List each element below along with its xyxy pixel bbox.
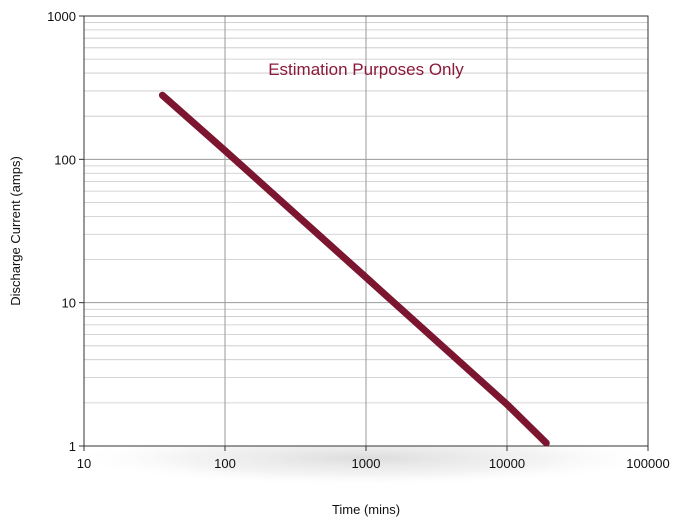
discharge-curve — [158, 91, 550, 447]
y-axis-title: Discharge Current (amps) — [8, 156, 23, 306]
x-tick-label: 10 — [77, 456, 91, 471]
major-gridlines — [84, 16, 648, 446]
y-tick-label: 10 — [62, 296, 76, 311]
y-tick-label: 100 — [54, 152, 76, 167]
series-layer — [158, 91, 550, 447]
estimation-annotation: Estimation Purposes Only — [268, 60, 464, 79]
y-tick-label: 1000 — [47, 9, 76, 24]
axis-ticks — [79, 15, 649, 451]
x-tick-label: 1000 — [352, 456, 381, 471]
x-tick-label: 10000 — [489, 456, 525, 471]
x-tick-label: 100 — [214, 456, 236, 471]
y-tick-labels: 1 10 100 1000 — [47, 9, 76, 454]
x-tick-labels: 10 100 1000 10000 100000 — [77, 456, 670, 471]
y-tick-label: 1 — [69, 439, 76, 454]
x-tick-label: 100000 — [626, 456, 669, 471]
x-axis-title: Time (mins) — [332, 502, 400, 517]
